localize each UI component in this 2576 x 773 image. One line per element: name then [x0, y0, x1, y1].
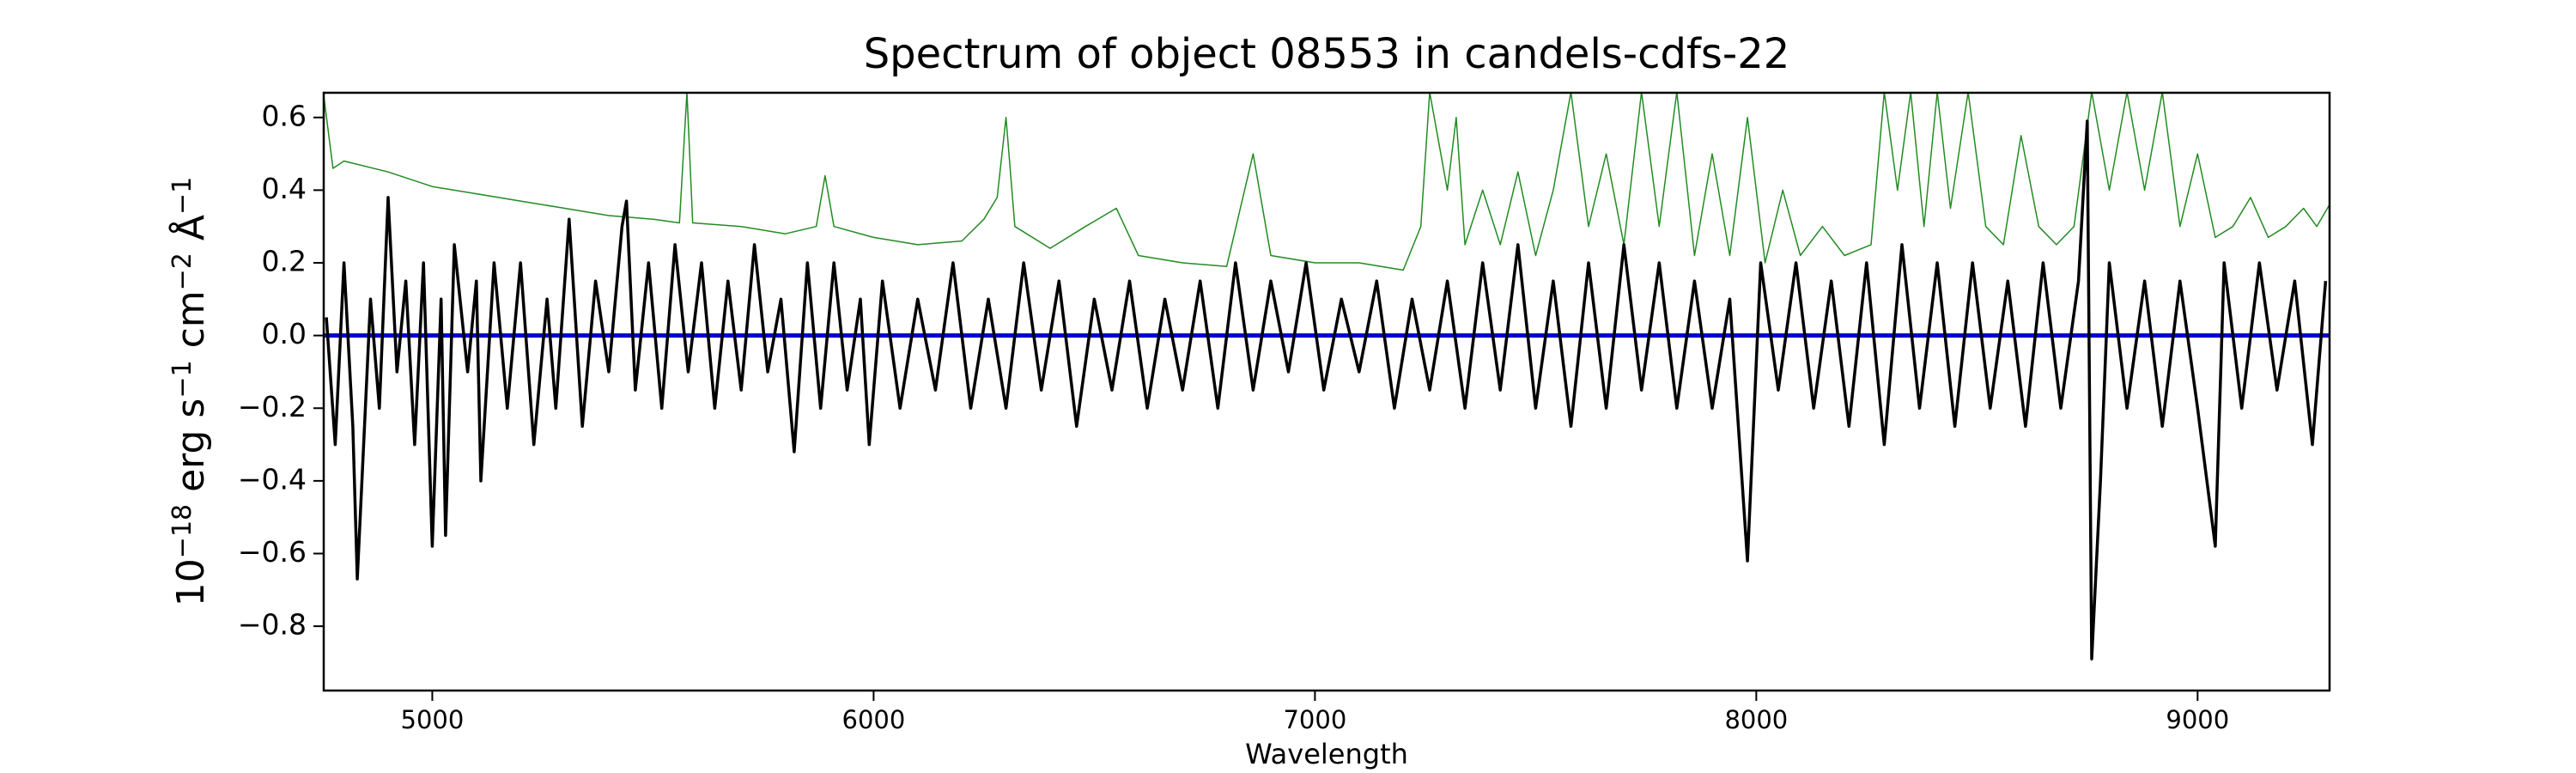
y-axis-label-sup: −18	[167, 504, 197, 558]
y-axis-label-part: erg s	[169, 399, 213, 504]
x-tick-label: 6000	[842, 705, 906, 734]
y-axis-label-part: Å	[167, 215, 213, 253]
y-axis-label-part: cm	[169, 290, 213, 360]
y-tick-label: −0.2	[238, 390, 307, 423]
y-tick-label: 0.2	[262, 245, 307, 278]
y-axis-label-sup: −1	[167, 177, 197, 215]
y-tick-label: −0.4	[238, 462, 307, 496]
y-tick-label: −0.6	[238, 535, 307, 569]
x-tick-label: 7000	[1283, 705, 1346, 734]
y-axis-label-sup: −1	[167, 360, 197, 398]
y-tick-label: 0.6	[262, 99, 307, 132]
y-axis-label: 10−18 erg s−1 cm−2 Å−1	[167, 177, 214, 606]
spectrum-line	[325, 119, 2328, 660]
y-tick-label: 0.4	[262, 172, 307, 205]
x-axis-label: Wavelength	[1245, 738, 1408, 770]
x-tick-label: 8000	[1724, 705, 1788, 734]
y-tick-label: −0.8	[238, 608, 307, 642]
x-tick-label: 5000	[401, 705, 465, 734]
plot-area	[324, 93, 2330, 660]
y-axis-label-part: 10	[169, 558, 213, 606]
chart-title: Spectrum of object 08553 in candels-cdfs…	[864, 30, 1790, 78]
y-tick-label: 0.0	[262, 317, 307, 350]
y-axis-label-sup: −2	[167, 253, 197, 290]
plot-frame	[322, 91, 2331, 692]
x-tick-label: 9000	[2166, 705, 2229, 734]
spectrum-line	[324, 93, 2330, 271]
